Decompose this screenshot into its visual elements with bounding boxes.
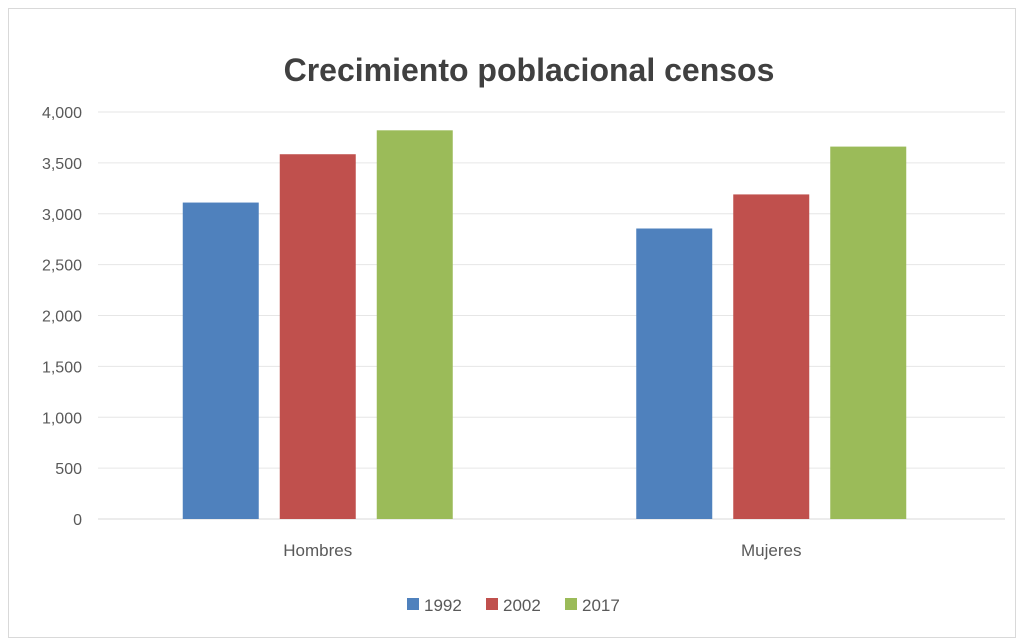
legend-label-2017: 2017 [582, 596, 620, 615]
legend-swatch-2017 [565, 598, 577, 610]
category-label: Mujeres [741, 541, 801, 560]
legend-label-2002: 2002 [503, 596, 541, 615]
bar-mujeres-2002 [733, 194, 810, 520]
legend-label-1992: 1992 [424, 596, 462, 615]
y-tick-label: 3,500 [42, 156, 82, 173]
bar-mujeres-2017 [830, 146, 907, 519]
legend-swatch-2002 [486, 598, 498, 610]
y-tick-label: 0 [73, 512, 82, 529]
y-tick-label: 3,000 [42, 207, 82, 224]
bar-hombres-1992 [182, 202, 259, 519]
bar-mujeres-1992 [636, 228, 713, 519]
chart-title: Crecimiento poblacional censos [283, 52, 775, 88]
category-label: Hombres [283, 541, 352, 560]
y-tick-label: 2,000 [42, 309, 82, 326]
y-tick-label: 1,500 [42, 359, 82, 376]
legend-swatch-1992 [407, 598, 419, 610]
bar-hombres-2002 [279, 154, 356, 519]
y-tick-label: 4,000 [42, 105, 82, 122]
y-tick-label: 1,000 [42, 410, 82, 427]
y-tick-label: 500 [55, 461, 82, 478]
bar-hombres-2017 [376, 130, 453, 519]
y-tick-label: 2,500 [42, 258, 82, 275]
